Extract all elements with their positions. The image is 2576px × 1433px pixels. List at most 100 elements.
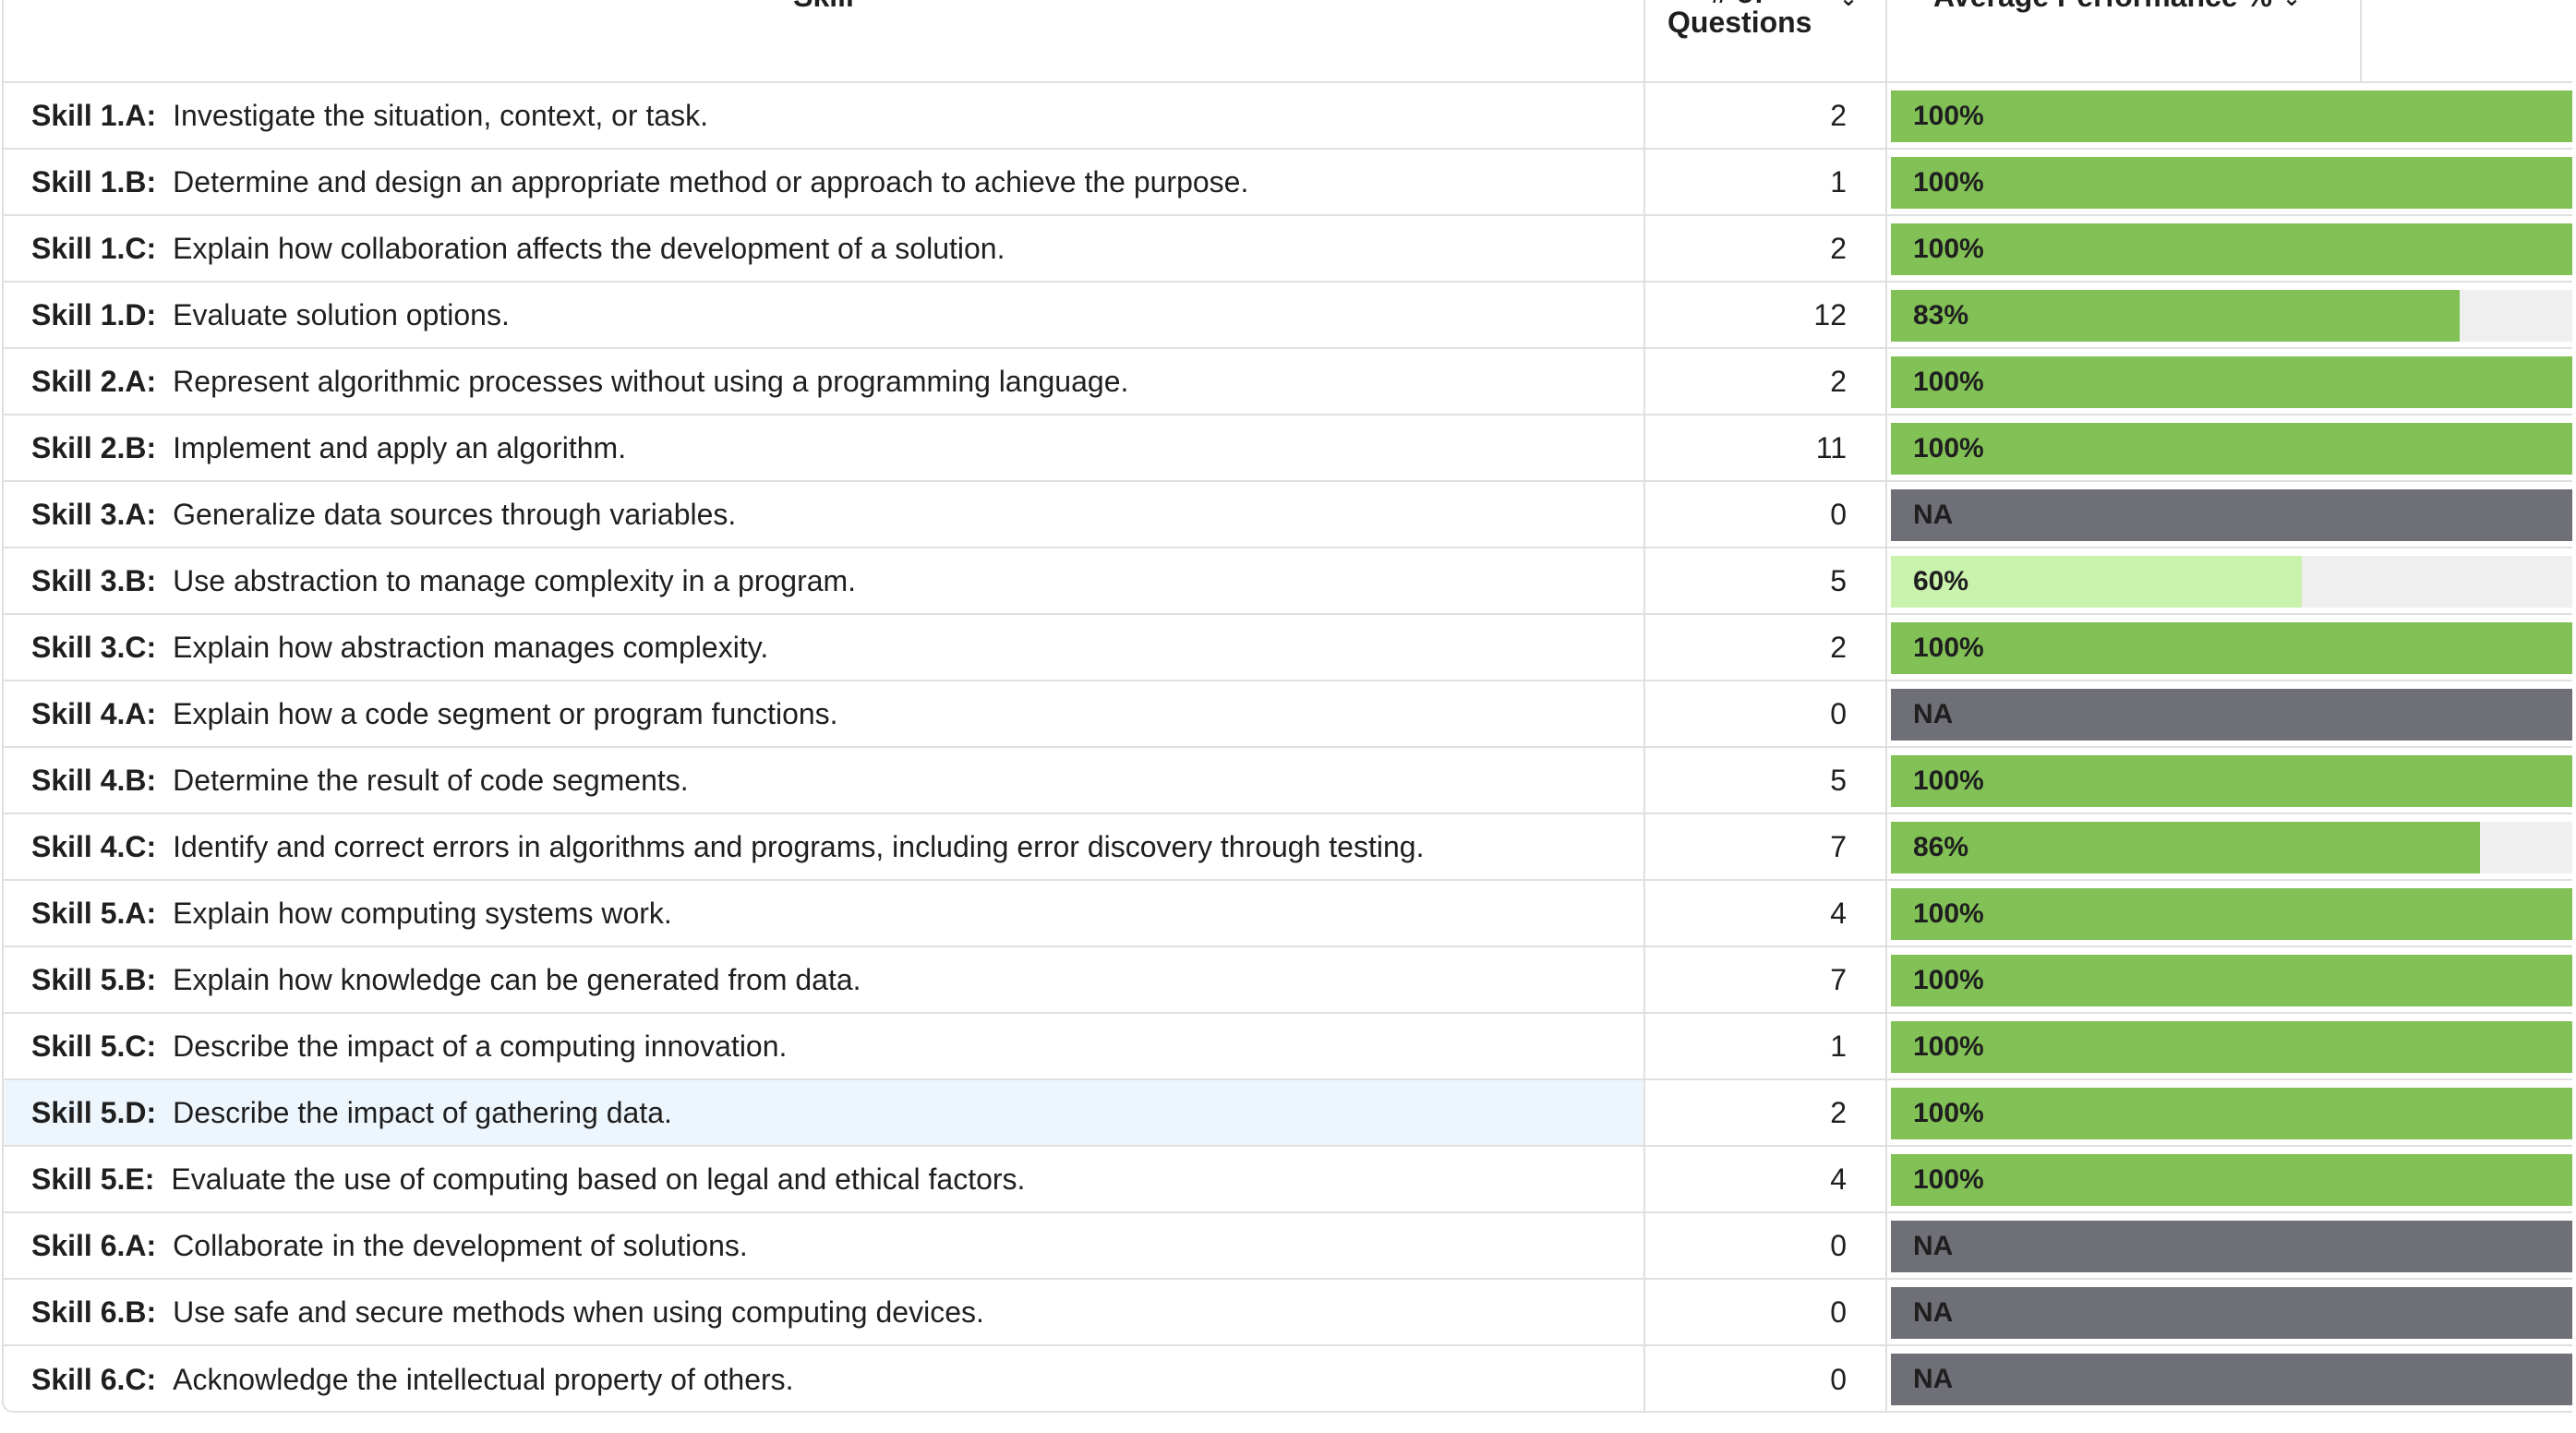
- skill-cell: Skill 1.C: Explain how collaboration aff…: [4, 216, 1643, 281]
- skill-description: Investigate the situation, context, or t…: [173, 98, 709, 132]
- table-row[interactable]: Skill 1.B: Determine and design an appro…: [4, 150, 2572, 216]
- column-header-questions[interactable]: # of ⌄ Questions: [1643, 0, 1885, 81]
- questions-count: 0: [1643, 1280, 1885, 1344]
- performance-cell: 60%: [1885, 548, 2572, 613]
- performance-bar-track: 100%: [1891, 622, 2572, 674]
- skill-description: Explain how collaboration affects the de…: [173, 231, 1005, 265]
- performance-percent: NA: [1913, 500, 1954, 530]
- performance-percent: NA: [1913, 1297, 1954, 1328]
- skill-description: Explain how a code segment or program fu…: [173, 696, 838, 730]
- performance-bar-track: 100%: [1891, 223, 2572, 275]
- performance-percent: 100%: [1913, 167, 1984, 198]
- skill-code: Skill 3.A:: [31, 497, 157, 531]
- performance-bar-track: 83%: [1891, 290, 2572, 342]
- table-row[interactable]: Skill 5.B: Explain how knowledge can be …: [4, 947, 2572, 1014]
- performance-percent: 60%: [1913, 566, 1969, 596]
- performance-cell: 100%: [1885, 1080, 2572, 1145]
- performance-bar-track: 100%: [1891, 888, 2572, 940]
- performance-bar-track: 100%: [1891, 1088, 2572, 1139]
- table-row[interactable]: Skill 5.E: Evaluate the use of computing…: [4, 1147, 2572, 1213]
- column-header-skill[interactable]: Skill: [4, 0, 1643, 81]
- performance-bar-fill: [1891, 622, 2572, 674]
- skill-cell: Skill 4.C: Identify and correct errors i…: [4, 814, 1643, 879]
- skill-code: Skill 4.A:: [31, 696, 157, 730]
- table-row[interactable]: Skill 2.A: Represent algorithmic process…: [4, 349, 2572, 415]
- table-row[interactable]: Skill 3.C: Explain how abstraction manag…: [4, 615, 2572, 681]
- table-row[interactable]: Skill 4.C: Identify and correct errors i…: [4, 814, 2572, 881]
- skill-description: Describe the impact of gathering data.: [173, 1095, 672, 1129]
- table-row[interactable]: Skill 5.C: Describe the impact of a comp…: [4, 1014, 2572, 1080]
- questions-count: 7: [1643, 814, 1885, 879]
- performance-percent: 86%: [1913, 832, 1969, 862]
- performance-bar-fill: [1891, 1287, 2572, 1339]
- performance-bar-fill: [1891, 755, 2572, 807]
- performance-percent: NA: [1913, 1364, 1954, 1394]
- performance-bar-track: 100%: [1891, 90, 2572, 142]
- skill-description: Evaluate the use of computing based on l…: [171, 1162, 1026, 1196]
- performance-bar-fill: [1891, 1221, 2572, 1272]
- questions-count: 5: [1643, 548, 1885, 613]
- performance-bar-fill: [1891, 556, 2303, 608]
- table-row[interactable]: Skill 5.A: Explain how computing systems…: [4, 881, 2572, 947]
- skill-description: Explain how knowledge can be generated f…: [173, 962, 861, 996]
- performance-percent: 100%: [1913, 965, 1984, 995]
- performance-percent: 100%: [1913, 898, 1984, 929]
- performance-cell: NA: [1885, 681, 2572, 746]
- table-row[interactable]: Skill 5.D: Describe the impact of gather…: [4, 1080, 2572, 1147]
- table-row[interactable]: Skill 3.A: Generalize data sources throu…: [4, 482, 2572, 548]
- performance-bar-fill: [1891, 157, 2572, 209]
- skill-code: Skill 5.C:: [31, 1029, 157, 1063]
- skill-code: Skill 4.C:: [31, 829, 157, 863]
- performance-bar-fill: [1891, 290, 2460, 342]
- skill-description: Determine the result of code segments.: [173, 763, 689, 797]
- questions-count: 2: [1643, 349, 1885, 414]
- table-row[interactable]: Skill 3.B: Use abstraction to manage com…: [4, 548, 2572, 615]
- column-header-questions-line1: # of: [1645, 0, 1830, 10]
- questions-count: 1: [1643, 1014, 1885, 1078]
- skill-code: Skill 6.A:: [31, 1228, 157, 1262]
- skill-cell: Skill 6.C: Acknowledge the intellectual …: [4, 1346, 1643, 1411]
- performance-cell: 100%: [1885, 881, 2572, 945]
- performance-percent: 100%: [1913, 1098, 1984, 1128]
- table-row[interactable]: Skill 4.A: Explain how a code segment or…: [4, 681, 2572, 748]
- table-row[interactable]: Skill 6.B: Use safe and secure methods w…: [4, 1280, 2572, 1346]
- skill-description: Describe the impact of a computing innov…: [173, 1029, 788, 1063]
- performance-cell: NA: [1885, 1213, 2572, 1278]
- table-row[interactable]: Skill 2.B: Implement and apply an algori…: [4, 415, 2572, 482]
- skill-cell: Skill 1.B: Determine and design an appro…: [4, 150, 1643, 214]
- table-body: Skill 1.A: Investigate the situation, co…: [4, 83, 2572, 1411]
- performance-bar-fill: [1891, 1354, 2572, 1405]
- chevron-down-icon[interactable]: ⌄: [1839, 0, 1858, 12]
- table-row[interactable]: Skill 1.D: Evaluate solution options. 12…: [4, 283, 2572, 349]
- performance-bar-fill: [1891, 423, 2572, 475]
- skill-code: Skill 1.C:: [31, 231, 157, 265]
- questions-count: 7: [1643, 947, 1885, 1012]
- performance-bar-fill: [1891, 1021, 2572, 1073]
- table-row[interactable]: Skill 1.C: Explain how collaboration aff…: [4, 216, 2572, 283]
- column-header-empty: [2360, 0, 2572, 81]
- skill-code: Skill 1.D:: [31, 297, 157, 331]
- performance-bar-fill: [1891, 1154, 2572, 1206]
- performance-cell: 100%: [1885, 1147, 2572, 1211]
- performance-cell: NA: [1885, 1280, 2572, 1344]
- chevron-down-icon[interactable]: ⌄: [2282, 0, 2301, 12]
- skill-cell: Skill 4.A: Explain how a code segment or…: [4, 681, 1643, 746]
- questions-count: 2: [1643, 1080, 1885, 1145]
- table-row[interactable]: Skill 4.B: Determine the result of code …: [4, 748, 2572, 814]
- performance-cell: 83%: [1885, 283, 2572, 347]
- performance-cell: 100%: [1885, 1014, 2572, 1078]
- table-row[interactable]: Skill 6.A: Collaborate in the developmen…: [4, 1213, 2572, 1280]
- performance-cell: 100%: [1885, 947, 2572, 1012]
- performance-bar-fill: [1891, 489, 2572, 541]
- column-header-performance[interactable]: Average Performance % ⌄: [1885, 0, 2360, 81]
- skill-code: Skill 1.B:: [31, 164, 157, 199]
- questions-count: 0: [1643, 482, 1885, 547]
- performance-percent: 83%: [1913, 300, 1969, 331]
- table-row[interactable]: Skill 1.A: Investigate the situation, co…: [4, 83, 2572, 150]
- questions-count: 2: [1643, 83, 1885, 148]
- performance-bar-track: 100%: [1891, 423, 2572, 475]
- performance-bar-fill: [1891, 888, 2572, 940]
- skill-cell: Skill 5.B: Explain how knowledge can be …: [4, 947, 1643, 1012]
- table-row[interactable]: Skill 6.C: Acknowledge the intellectual …: [4, 1346, 2572, 1411]
- skill-code: Skill 5.E:: [31, 1162, 155, 1196]
